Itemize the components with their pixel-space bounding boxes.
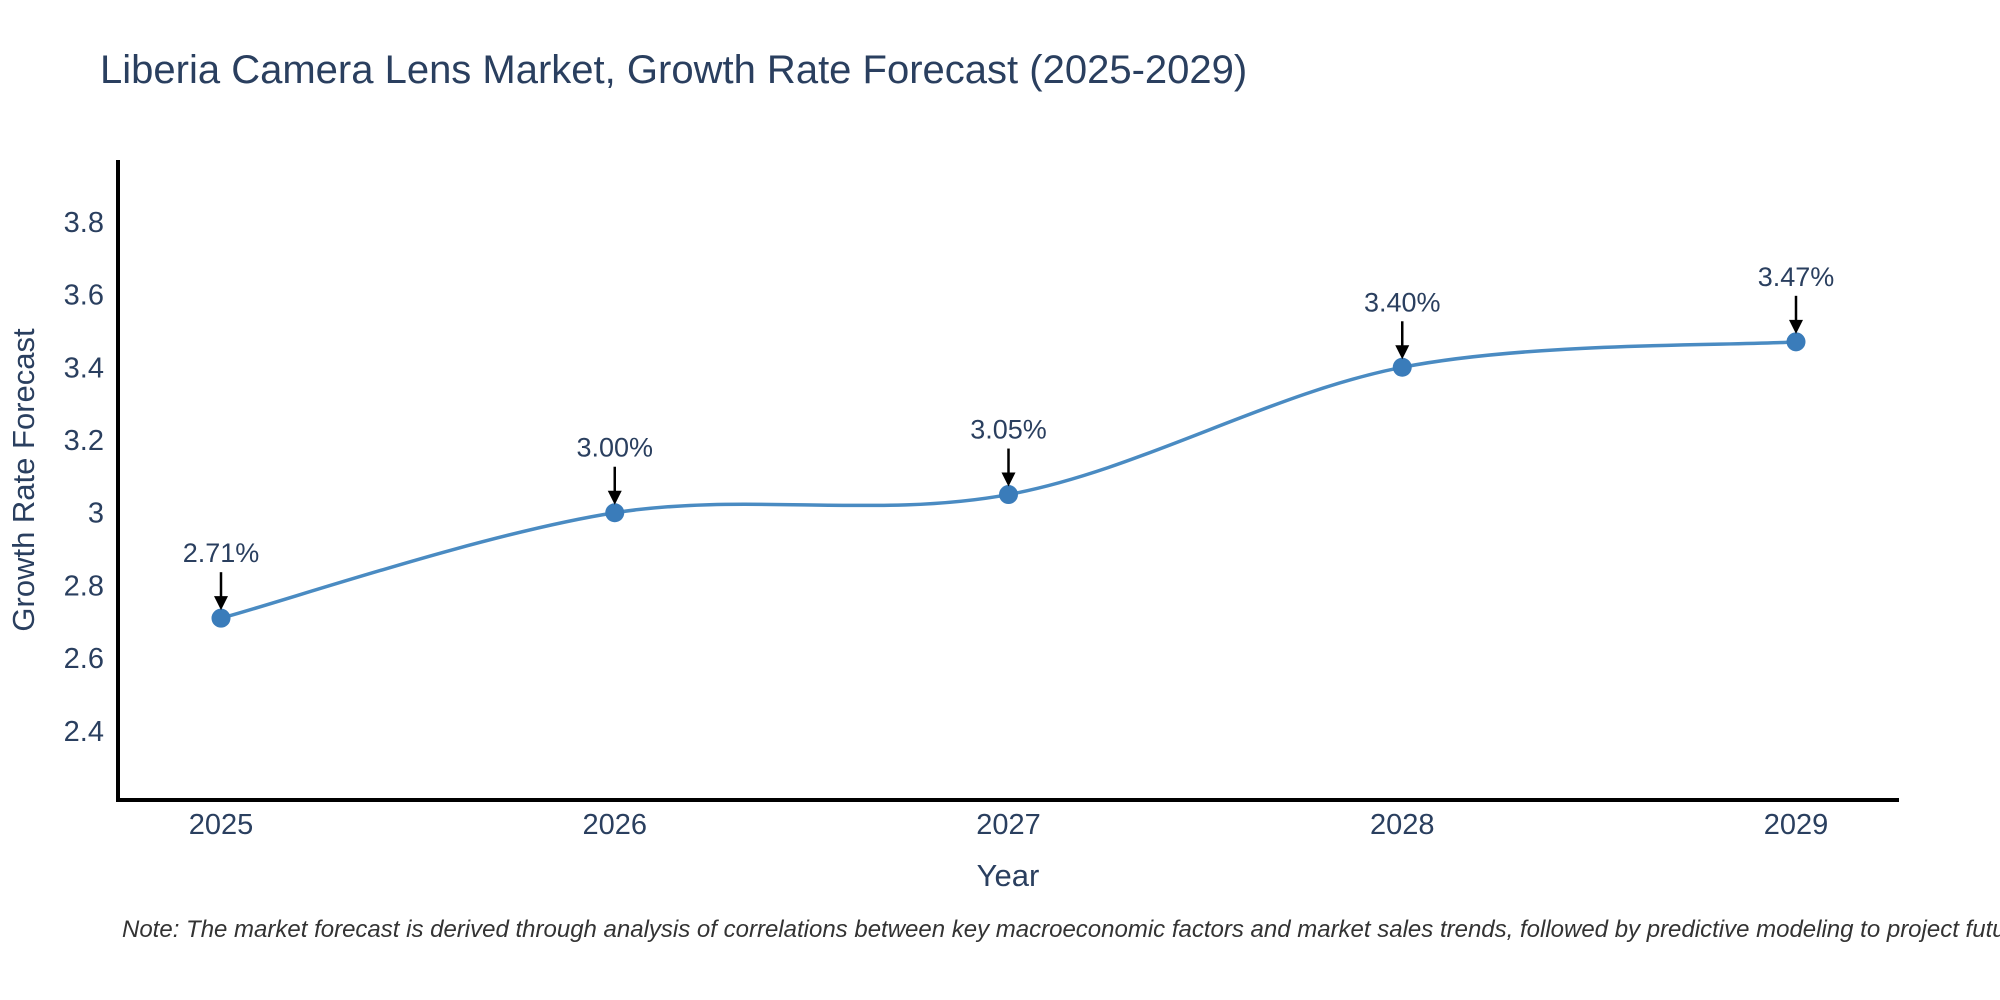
y-tick-label: 3.6 (64, 280, 104, 312)
x-tick-label: 2028 (1370, 809, 1435, 841)
data-point-label: 3.40% (1364, 287, 1441, 317)
data-point-label: 3.05% (970, 415, 1047, 445)
annotation-arrowhead-icon (1001, 472, 1016, 487)
y-tick-label: 2.6 (64, 643, 104, 675)
x-axis-title: Year (976, 858, 1040, 893)
data-point-2028[interactable] (1392, 357, 1412, 377)
chart-title: Liberia Camera Lens Market, Growth Rate … (100, 48, 1248, 92)
x-tick-label: 2029 (1764, 809, 1829, 841)
x-tick-label: 2026 (582, 809, 647, 841)
y-axis-title: Growth Rate Forecast (6, 328, 41, 632)
y-tick-label: 3.4 (64, 352, 104, 384)
y-tick-label: 3.2 (64, 425, 104, 457)
y-tick-label: 3.8 (64, 207, 104, 239)
y-tick-label: 2.8 (64, 570, 104, 602)
y-tick-label: 3 (88, 498, 104, 530)
annotation-arrowhead-icon (214, 596, 228, 611)
x-tick-label: 2027 (976, 809, 1041, 841)
data-point-2027[interactable] (999, 485, 1018, 505)
data-point-2026[interactable] (605, 503, 625, 523)
annotation-arrowhead-icon (1789, 319, 1803, 334)
annotation-arrowhead-icon (607, 490, 622, 505)
y-tick-label: 2.4 (64, 716, 104, 748)
data-point-label: 2.71% (183, 538, 260, 568)
data-point-label: 3.00% (576, 433, 653, 463)
data-point-2029[interactable] (1786, 332, 1806, 352)
footnote: Note: The market forecast is derived thr… (122, 916, 2000, 943)
data-point-label: 3.47% (1758, 262, 1835, 292)
annotation-arrowhead-icon (1395, 345, 1410, 360)
data-point-2025[interactable] (211, 608, 231, 628)
x-tick-label: 2025 (189, 809, 254, 841)
